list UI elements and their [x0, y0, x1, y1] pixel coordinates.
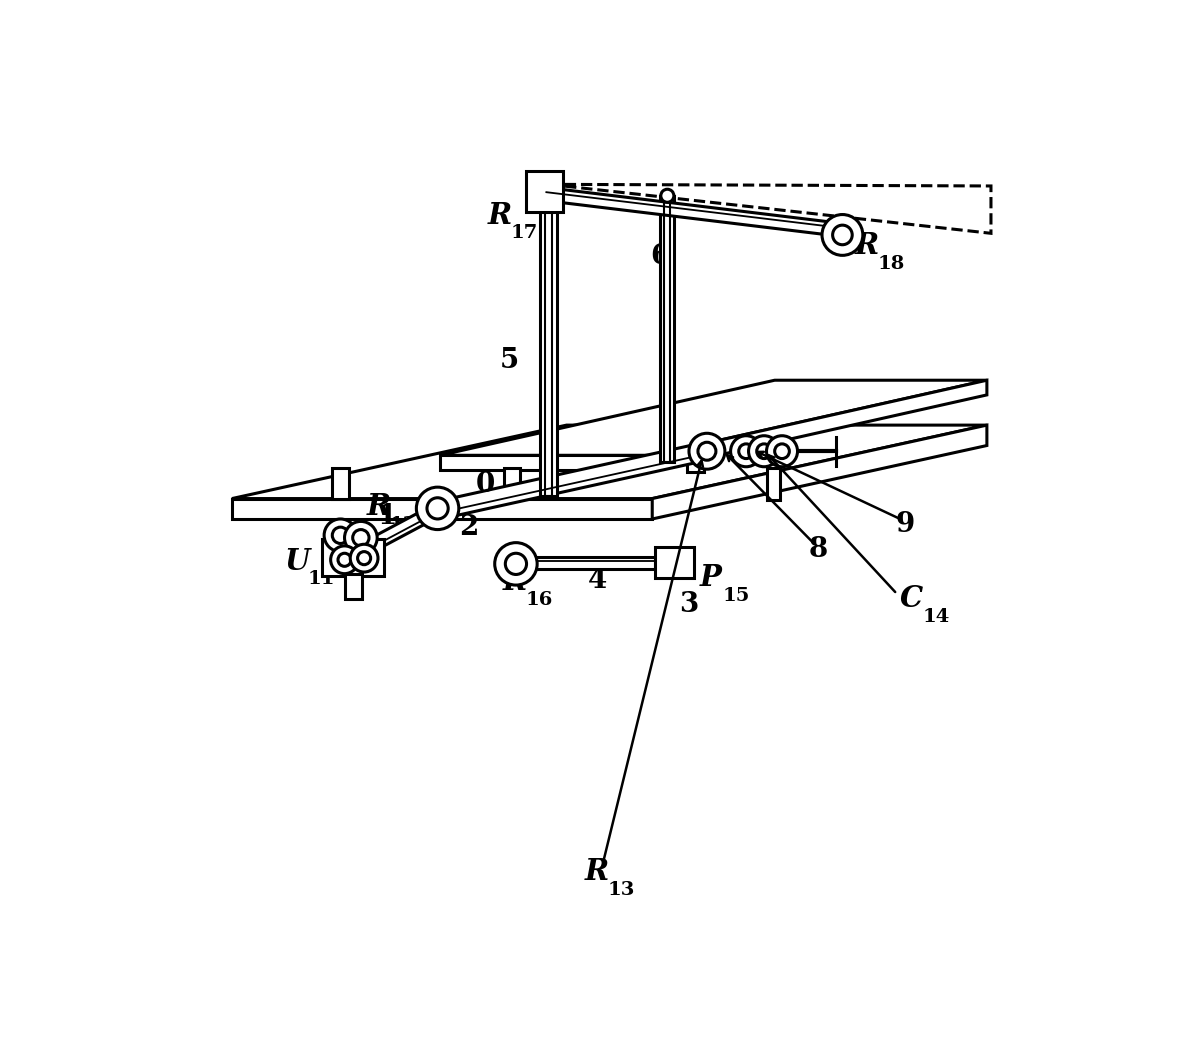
Circle shape — [345, 522, 377, 554]
Text: 14: 14 — [922, 608, 950, 625]
Polygon shape — [434, 441, 716, 519]
Circle shape — [495, 543, 537, 585]
Text: 8: 8 — [808, 536, 827, 564]
Polygon shape — [652, 425, 987, 519]
Text: 0: 0 — [476, 472, 495, 498]
Text: 15: 15 — [723, 586, 749, 604]
Polygon shape — [655, 547, 694, 578]
Polygon shape — [526, 558, 655, 569]
Circle shape — [748, 436, 779, 466]
Circle shape — [689, 434, 725, 470]
Text: 1: 1 — [377, 504, 396, 530]
Circle shape — [775, 444, 789, 459]
Polygon shape — [652, 381, 987, 470]
Polygon shape — [232, 425, 987, 498]
Polygon shape — [661, 196, 674, 462]
Text: P: P — [699, 563, 722, 593]
Text: 16: 16 — [526, 590, 554, 608]
Circle shape — [428, 498, 448, 519]
Text: R: R — [585, 858, 609, 886]
Text: 9: 9 — [896, 511, 915, 538]
Text: C: C — [900, 584, 922, 614]
Polygon shape — [345, 575, 363, 599]
Text: R: R — [855, 231, 879, 260]
Polygon shape — [232, 498, 652, 519]
Polygon shape — [440, 456, 652, 470]
Text: R: R — [366, 492, 390, 522]
Text: 6: 6 — [651, 243, 670, 269]
Polygon shape — [322, 538, 383, 577]
Circle shape — [739, 444, 753, 459]
Circle shape — [337, 553, 351, 566]
Circle shape — [353, 530, 369, 546]
Text: 5: 5 — [500, 347, 519, 374]
Polygon shape — [503, 469, 520, 498]
Circle shape — [698, 442, 716, 460]
Circle shape — [351, 544, 378, 572]
Text: 11: 11 — [307, 570, 335, 588]
Text: R: R — [503, 567, 527, 597]
Polygon shape — [333, 469, 348, 498]
Text: 13: 13 — [608, 881, 634, 899]
Circle shape — [821, 214, 862, 255]
Text: 12: 12 — [389, 515, 417, 533]
Circle shape — [832, 225, 853, 245]
Circle shape — [757, 444, 771, 459]
Polygon shape — [526, 172, 563, 212]
Text: 4: 4 — [588, 567, 608, 594]
Circle shape — [358, 551, 371, 565]
Circle shape — [661, 190, 674, 202]
Polygon shape — [371, 505, 440, 549]
Polygon shape — [687, 456, 704, 472]
Circle shape — [730, 436, 761, 466]
Circle shape — [766, 436, 797, 466]
Circle shape — [417, 488, 459, 530]
Text: 17: 17 — [510, 225, 538, 243]
Circle shape — [324, 519, 357, 551]
Text: 3: 3 — [680, 591, 699, 618]
Polygon shape — [549, 184, 991, 233]
Polygon shape — [440, 381, 987, 456]
Circle shape — [506, 553, 526, 575]
Text: R: R — [488, 200, 512, 230]
Text: 2: 2 — [459, 514, 478, 541]
Polygon shape — [540, 196, 557, 496]
Circle shape — [333, 527, 348, 544]
Polygon shape — [545, 188, 837, 235]
Circle shape — [330, 546, 358, 573]
Text: U: U — [285, 547, 310, 576]
Polygon shape — [766, 467, 779, 500]
Text: 18: 18 — [878, 254, 904, 272]
